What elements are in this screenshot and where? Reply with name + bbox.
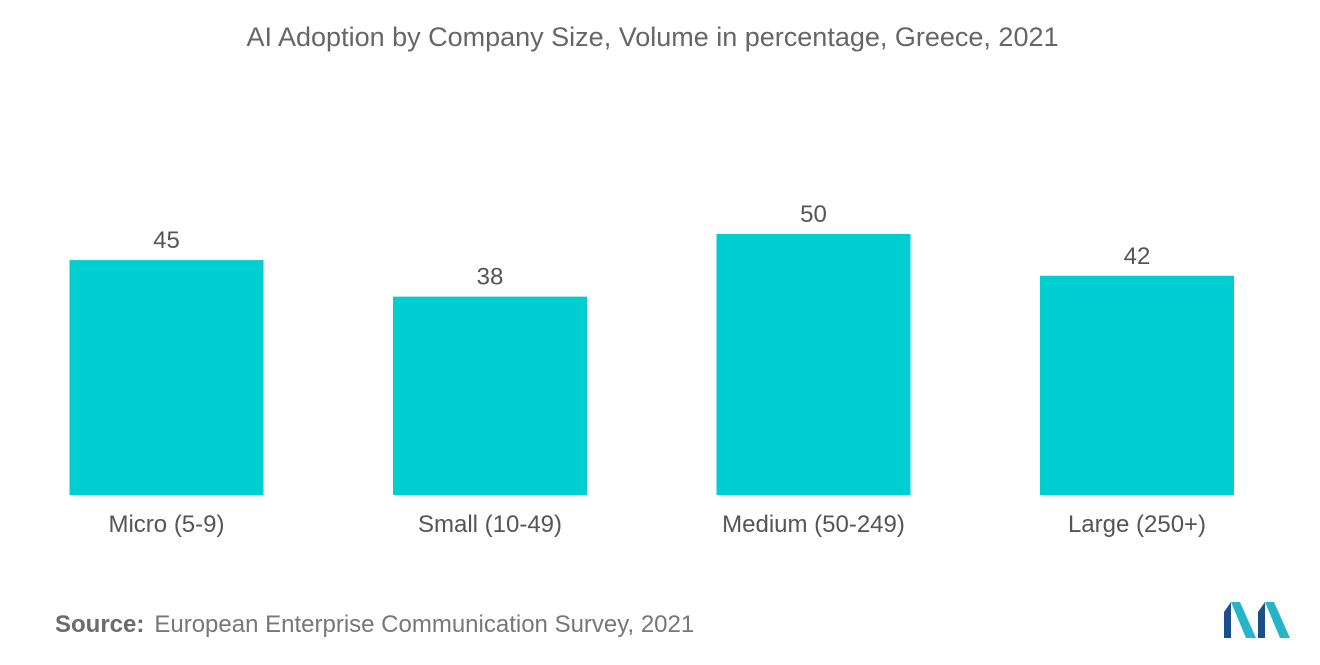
- logo-left-stroke: [1224, 602, 1231, 638]
- logo-left-diagonal: [1231, 602, 1256, 638]
- value-label-0: 45: [153, 227, 180, 254]
- category-label-2: Medium (50-249): [722, 511, 905, 538]
- category-label-0: Micro (5-9): [108, 511, 224, 538]
- bar-3: [1040, 275, 1234, 495]
- chart-title: AI Adoption by Company Size, Volume in p…: [246, 22, 1059, 52]
- bar-0: [69, 260, 264, 495]
- bar-1: [393, 296, 587, 495]
- source-label: Source:: [55, 611, 145, 638]
- source-text: European Enterprise Communication Survey…: [154, 611, 695, 638]
- category-label-1: Small (10-49): [418, 511, 562, 538]
- value-labels-layer: 45 38 50 42: [153, 201, 1150, 291]
- logo-right-diagonal: [1265, 602, 1290, 638]
- company-logo-icon: [1224, 602, 1290, 638]
- value-label-2: 50: [800, 201, 827, 228]
- bar-2: [716, 234, 911, 495]
- category-label-3: Large (250+): [1068, 511, 1206, 538]
- bars-layer: [69, 234, 1234, 495]
- logo-right-stroke: [1258, 602, 1265, 638]
- source-line: Source: European Enterprise Communication…: [55, 611, 694, 639]
- value-label-1: 38: [477, 264, 504, 291]
- value-label-3: 42: [1124, 243, 1151, 270]
- category-labels-layer: Micro (5-9) Small (10-49) Medium (50-249) L…: [108, 511, 1206, 538]
